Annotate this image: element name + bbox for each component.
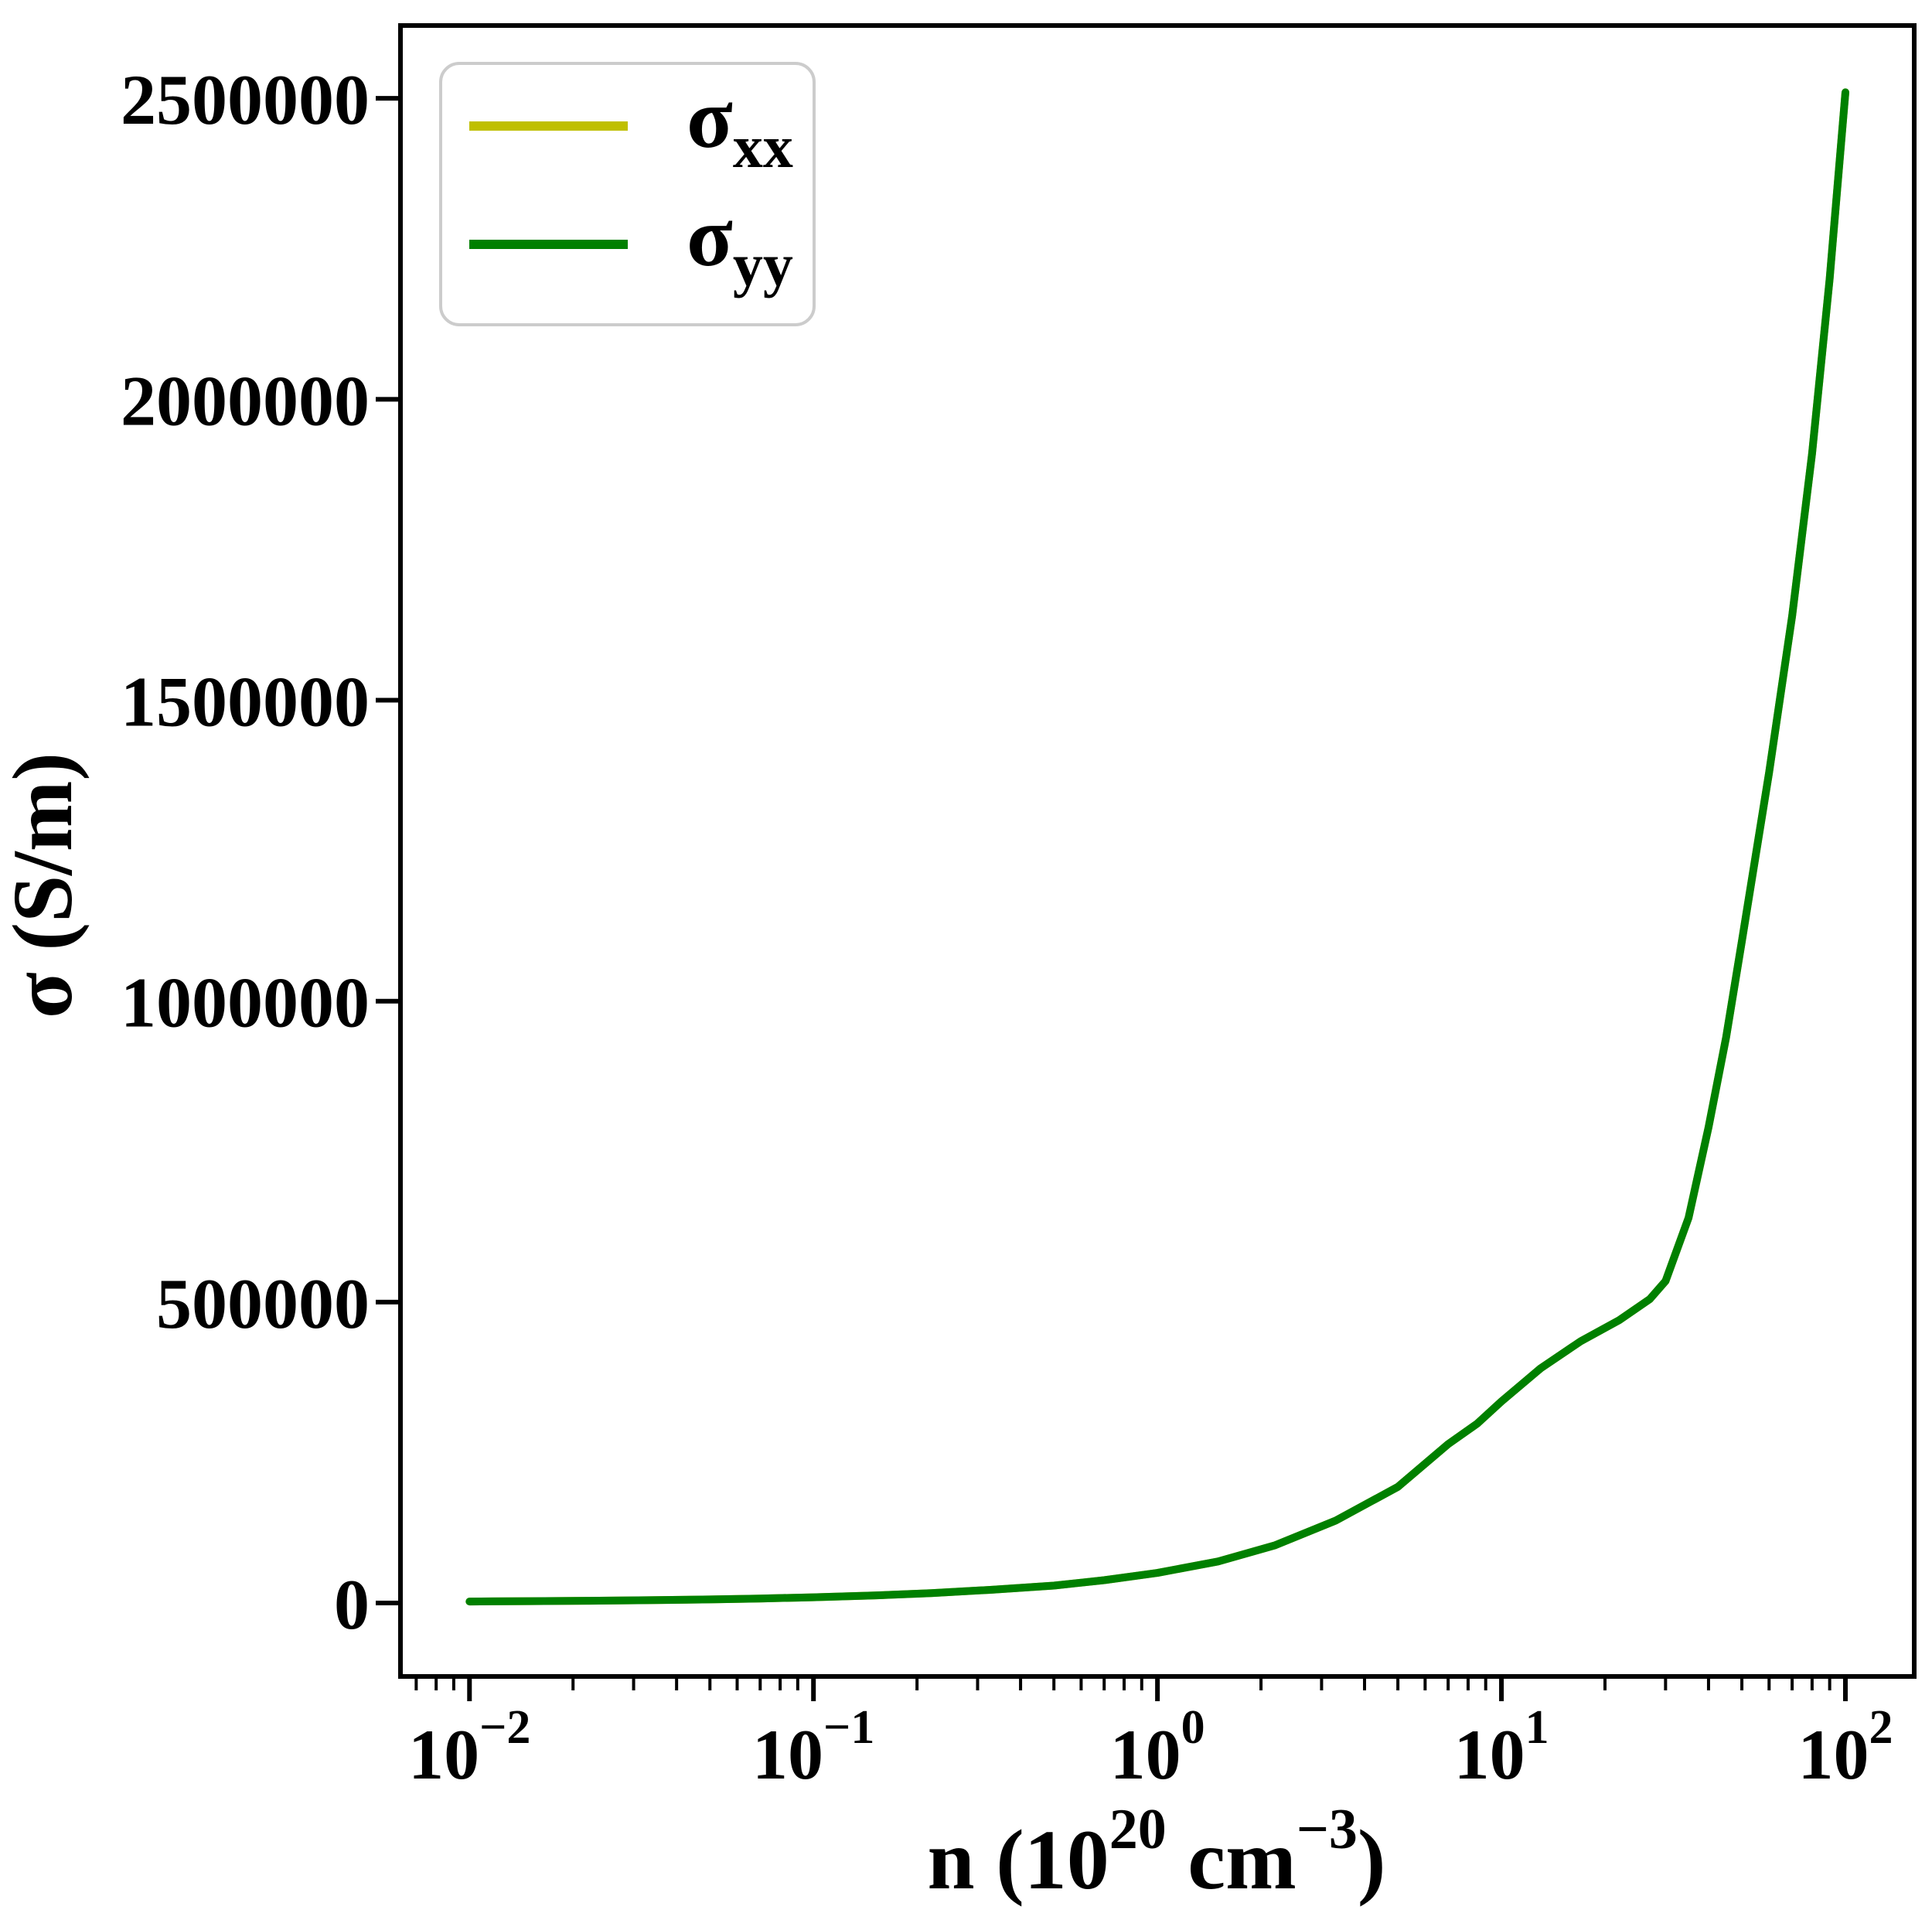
x-tick-label-base: 10: [408, 1715, 479, 1794]
x-axis-tick-labels: 10−2 10−1 100 101 102: [408, 1701, 1893, 1794]
y-axis-ticks: [376, 96, 400, 1606]
legend-label-sigma-yy: σyy: [687, 189, 793, 298]
legend-label-sigma-xx-base: σ: [687, 71, 733, 165]
x-tick-label-base: 10: [1798, 1715, 1869, 1794]
x-axis-label-post: ): [1358, 1813, 1386, 1907]
x-tick-label: 10−1: [752, 1701, 874, 1794]
y-tick-label: 1000000: [121, 964, 370, 1042]
legend-label-sigma-xx: σxx: [687, 71, 793, 180]
y-tick-label: 2000000: [121, 361, 370, 440]
x-tick-label-exponent: −1: [823, 1701, 874, 1754]
legend-label-sigma-yy-base: σ: [687, 189, 733, 284]
y-tick-label: 1500000: [121, 663, 370, 742]
y-tick-label: 2500000: [121, 60, 370, 139]
x-axis-label-pre: n (10: [927, 1813, 1109, 1907]
x-axis-major-ticks: [467, 1676, 1849, 1701]
legend-label-sigma-yy-sub: yy: [733, 231, 793, 298]
x-tick-label-base: 10: [1110, 1715, 1181, 1794]
x-tick-label-exponent: −2: [479, 1701, 530, 1754]
x-tick-label: 100: [1110, 1701, 1205, 1794]
x-tick-label: 10−2: [408, 1701, 530, 1794]
x-axis-label-sup1: 20: [1109, 1798, 1167, 1861]
x-tick-label: 102: [1798, 1701, 1893, 1794]
x-axis-label: n (1020 cm−3): [927, 1798, 1385, 1907]
y-axis-label: σ (S/m): [0, 752, 90, 1018]
x-axis-label-sup2: −3: [1297, 1798, 1358, 1861]
x-tick-label-exponent: 0: [1181, 1701, 1205, 1754]
x-tick-label-base: 10: [1454, 1715, 1525, 1794]
x-tick-label-exponent: 1: [1525, 1701, 1549, 1754]
curve-sigma-yy: [465, 88, 1849, 1606]
x-tick-label-base: 10: [752, 1715, 823, 1794]
series-curves: [465, 88, 1849, 1606]
x-axis-label-mid: cm: [1167, 1813, 1297, 1907]
axes-frame: [398, 23, 1917, 1679]
legend: σxx σyy: [439, 62, 816, 326]
y-tick-label: 0: [334, 1565, 370, 1644]
y-tick-label: 500000: [156, 1264, 370, 1343]
y-axis-tick-labels: 0 500000 1000000 1500000 2000000 2500000: [121, 60, 370, 1644]
legend-label-sigma-xx-sub: xx: [733, 113, 793, 180]
x-tick-label: 101: [1454, 1701, 1549, 1794]
x-tick-label-exponent: 2: [1869, 1701, 1893, 1754]
